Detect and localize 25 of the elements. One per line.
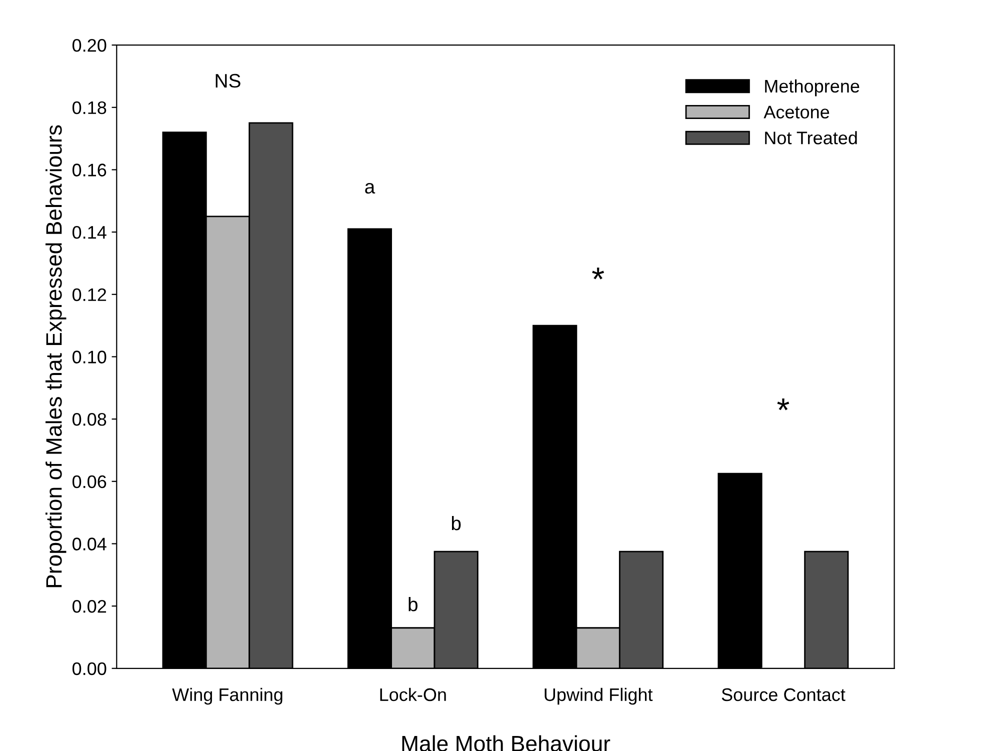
x-tick-label: Upwind Flight [544, 688, 653, 705]
annotation: b [408, 596, 418, 612]
annotation: b [452, 516, 461, 530]
y-tick-label: 0.16 [72, 164, 106, 176]
y-axis-title: Proportion of Males that Expressed Behaviours [46, 125, 66, 588]
legend-label: Methoprene [765, 79, 860, 96]
x-tick-label: Wing Fanning [172, 688, 282, 705]
y-tick-label: 0.14 [72, 226, 106, 239]
annotation: a [365, 182, 376, 194]
annotation: * [592, 268, 604, 280]
y-tick-label: 0.20 [72, 38, 106, 52]
legend-label: Not Treated [765, 131, 857, 144]
y-tick-label: 0.00 [72, 662, 106, 676]
x-tick-label: Lock-On [380, 688, 446, 702]
y-tick-label: 0.12 [72, 288, 106, 302]
annotation: * [777, 398, 790, 410]
annotation: NS [216, 74, 240, 88]
y-tick-label: 0.02 [72, 600, 106, 613]
y-tick-label: 0.10 [72, 350, 106, 364]
y-tick-label: 0.06 [72, 475, 106, 488]
y-tick-label: 0.18 [72, 101, 106, 114]
y-tick-label: 0.04 [72, 538, 106, 550]
y-tick-label: 0.08 [72, 412, 106, 426]
x-tick-label: Source Contact [722, 688, 846, 702]
legend-label: Acetone [764, 106, 830, 118]
